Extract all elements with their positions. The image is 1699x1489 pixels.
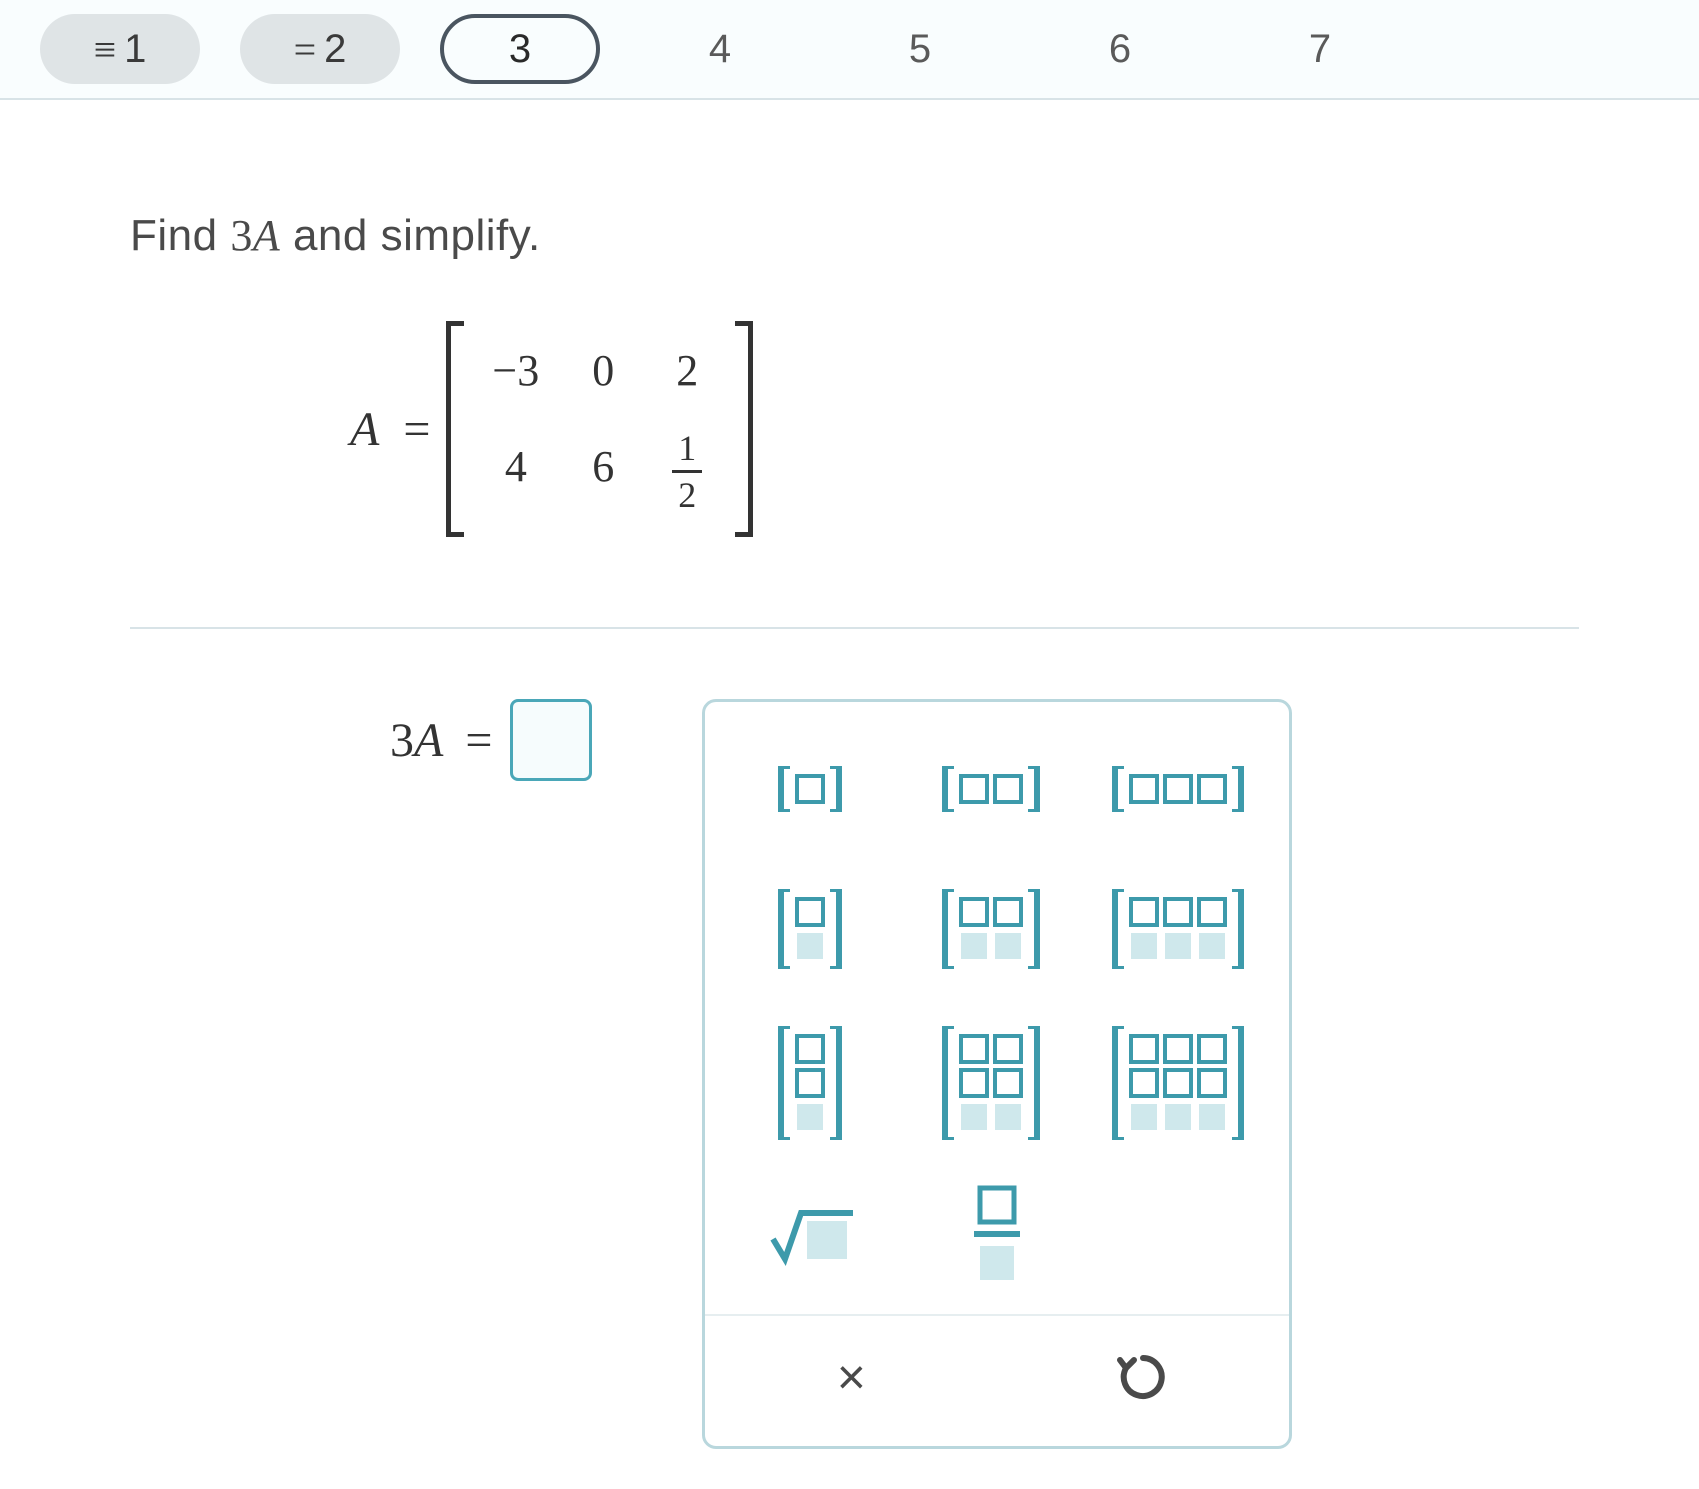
close-icon: × — [837, 1348, 866, 1406]
matrix-1x1[interactable] — [777, 746, 843, 832]
question-scalar: 3 — [230, 211, 253, 260]
cell-r0c1: 0 — [583, 345, 623, 396]
answer-equals: = — [465, 714, 492, 767]
question-variable: A — [253, 211, 280, 260]
operator-buttons — [749, 1184, 1245, 1284]
answer-scalar: 3 — [390, 714, 414, 767]
question-prompt: Find 3A and simplify. — [130, 210, 1579, 261]
answer-input[interactable] — [510, 699, 592, 781]
matrix-2x2[interactable] — [941, 886, 1041, 972]
question-area: Find 3A and simplify. A = −3 0 2 4 6 1 — [0, 100, 1699, 1489]
palette-actions: × — [705, 1314, 1289, 1446]
tab-7-label: 7 — [1309, 27, 1331, 72]
fraction-button[interactable] — [970, 1184, 1024, 1284]
right-bracket-icon — [735, 321, 753, 537]
matrix-1x2[interactable] — [941, 746, 1041, 832]
matrix-2x1[interactable] — [777, 886, 843, 972]
sqrt-button[interactable] — [767, 1191, 857, 1277]
fraction-numerator: 1 — [672, 430, 702, 470]
matrix-1x3[interactable] — [1111, 746, 1245, 832]
question-prefix: Find — [130, 211, 230, 260]
fraction-denominator: 2 — [672, 473, 702, 513]
cell-r1c1: 6 — [583, 441, 623, 492]
tab-2-label: 2 — [324, 27, 346, 72]
answer-panel: 3A = — [130, 627, 1579, 1449]
cell-r1c2: 1 2 — [667, 420, 707, 513]
clear-button[interactable]: × — [816, 1342, 886, 1412]
matrix-3x3[interactable] — [1111, 1026, 1245, 1140]
tab-1[interactable]: ≡ 1 — [40, 14, 200, 84]
tab-1-prefix: ≡ — [94, 26, 117, 73]
matrix-2x3[interactable] — [1111, 886, 1245, 972]
tab-2[interactable]: = 2 — [240, 14, 400, 84]
tab-3[interactable]: 3 — [440, 14, 600, 84]
matrix-definition: A = −3 0 2 4 6 1 2 — [350, 321, 1579, 537]
page-root: ≡ 1 = 2 3 4 5 6 7 Find 3A and simplify. … — [0, 0, 1699, 1487]
tab-7[interactable]: 7 — [1240, 14, 1400, 84]
cell-r0c0: −3 — [492, 345, 539, 396]
tab-4[interactable]: 4 — [640, 14, 800, 84]
equals-sign: = — [403, 402, 430, 457]
tab-1-label: 1 — [124, 27, 146, 72]
matrix-3x1[interactable] — [777, 1026, 843, 1140]
matrix-cells: −3 0 2 4 6 1 2 — [464, 321, 735, 537]
cell-r0c2: 2 — [667, 345, 707, 396]
answer-variable: A — [414, 714, 443, 767]
answer-lhs: 3A = — [390, 713, 492, 768]
left-bracket-icon — [446, 321, 464, 537]
fraction-1-2: 1 2 — [672, 430, 702, 513]
tab-2-prefix: = — [294, 26, 317, 73]
matrix-name: A — [350, 402, 379, 457]
answer-expression: 3A = — [390, 699, 592, 781]
matrix-template-buttons — [749, 746, 1245, 1140]
input-palette: × — [702, 699, 1292, 1449]
question-tabs: ≡ 1 = 2 3 4 5 6 7 — [0, 0, 1699, 100]
undo-button[interactable] — [1108, 1342, 1178, 1412]
tab-5[interactable]: 5 — [840, 14, 1000, 84]
tab-6-label: 6 — [1109, 27, 1131, 72]
tab-3-label: 3 — [509, 27, 531, 72]
matrix-3x2[interactable] — [941, 1026, 1041, 1140]
tab-5-label: 5 — [909, 27, 931, 72]
question-suffix: and simplify. — [280, 211, 541, 260]
tab-6[interactable]: 6 — [1040, 14, 1200, 84]
tab-4-label: 4 — [709, 27, 731, 72]
undo-icon — [1116, 1350, 1170, 1404]
cell-r1c0: 4 — [492, 441, 539, 492]
matrix-A: −3 0 2 4 6 1 2 — [446, 321, 753, 537]
